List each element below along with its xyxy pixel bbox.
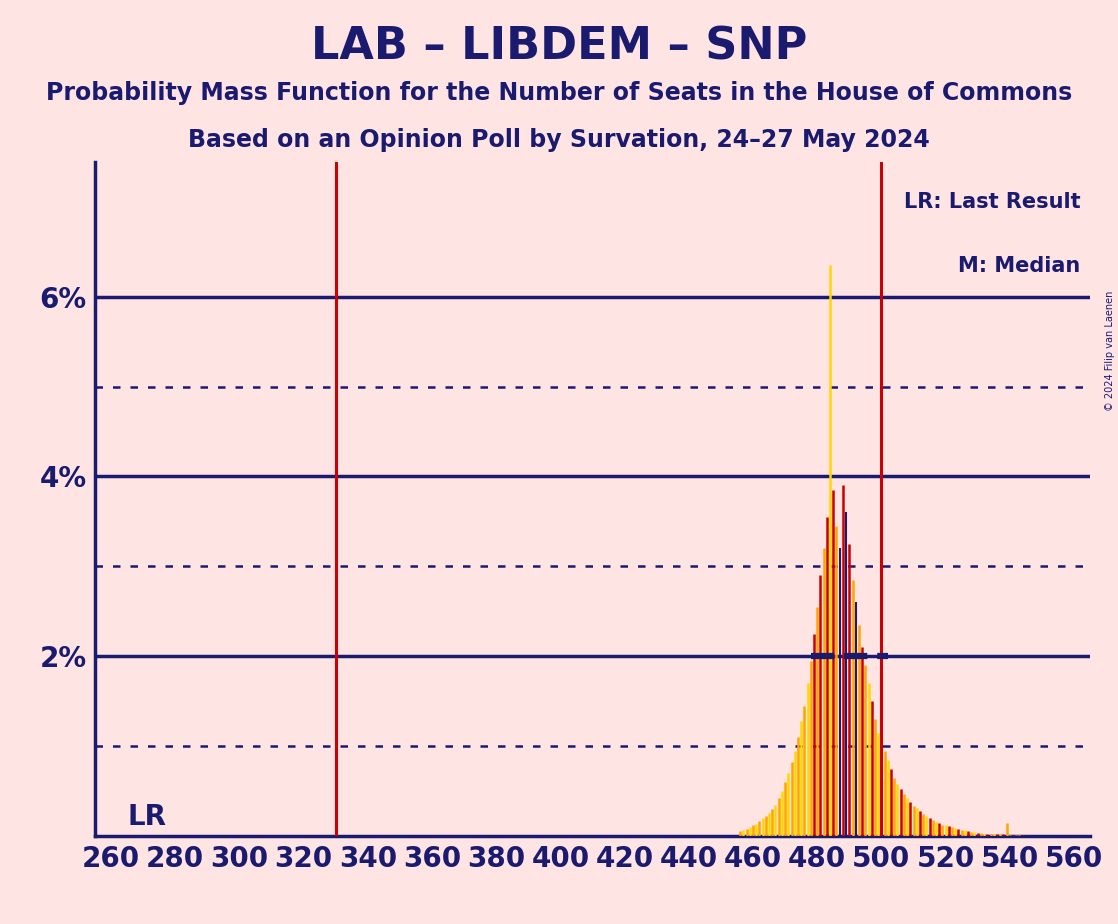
Text: Based on an Opinion Poll by Survation, 24–27 May 2024: Based on an Opinion Poll by Survation, 2… [188,128,930,152]
Text: LR: Last Result: LR: Last Result [903,192,1080,212]
Text: M: Median: M: Median [958,256,1080,276]
Text: © 2024 Filip van Laenen: © 2024 Filip van Laenen [1106,291,1115,411]
Text: Probability Mass Function for the Number of Seats in the House of Commons: Probability Mass Function for the Number… [46,81,1072,105]
Text: LAB – LIBDEM – SNP: LAB – LIBDEM – SNP [311,26,807,69]
Text: LR: LR [127,803,167,831]
